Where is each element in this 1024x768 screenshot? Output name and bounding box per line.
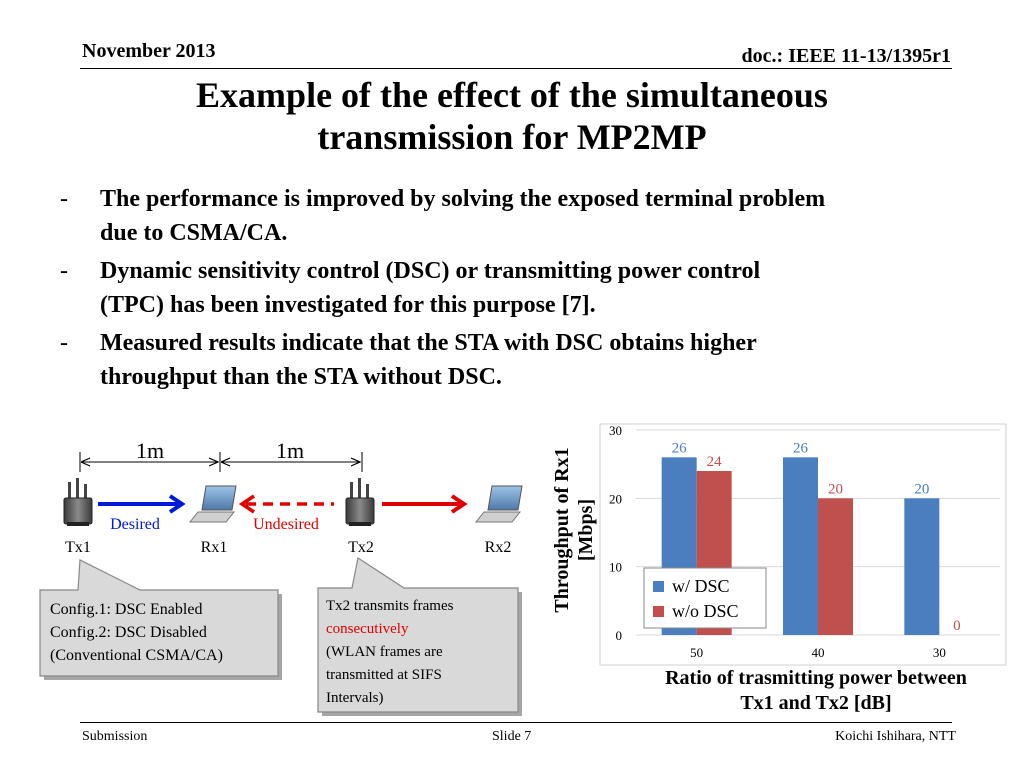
legend-swatch-wo-dsc bbox=[653, 606, 664, 617]
x-tick-label: 50 bbox=[690, 645, 703, 660]
node-label-rx2: Rx2 bbox=[485, 539, 512, 556]
x-tick-label: 30 bbox=[933, 645, 946, 660]
y-tick-label: 20 bbox=[609, 491, 622, 506]
footer-slide-number: Slide 7 bbox=[492, 729, 532, 744]
y-tick-label: 10 bbox=[609, 560, 622, 575]
throughput-bar-chart: 0 10 20 30 26 24 50 26 20 40 20 0 30 Throughput of R… bbox=[551, 423, 1007, 714]
title-line-2: transmission for MP2MP bbox=[317, 117, 707, 157]
y-axis-label-line-2: [Mbps] bbox=[575, 499, 597, 561]
callout-1-line: Config.1: DSC Enabled bbox=[50, 601, 203, 618]
data-label: 24 bbox=[707, 454, 723, 470]
slide-title: Example of the effect of the simultaneou… bbox=[60, 74, 964, 158]
footer-submission: Submission bbox=[82, 729, 148, 744]
bullet-text: The performance is improved by solving t… bbox=[100, 186, 826, 212]
tx2-rx2-link-arrow bbox=[382, 494, 468, 514]
node-label-rx1: Rx1 bbox=[201, 539, 228, 556]
undesired-link-arrow bbox=[238, 494, 334, 514]
bullet-item: - Dynamic sensitivity control (DSC) or t… bbox=[60, 254, 980, 322]
x-axis-label-line-2: Tx1 and Tx2 [dB] bbox=[740, 692, 891, 714]
bar-w-dsc bbox=[904, 498, 940, 635]
title-line-1: Example of the effect of the simultaneou… bbox=[196, 75, 828, 115]
callout-2-line: (WLAN frames are bbox=[326, 644, 443, 660]
bullet-marker: - bbox=[60, 258, 68, 284]
bullet-text: due to CSMA/CA. bbox=[100, 220, 288, 246]
node-label-tx1: Tx1 bbox=[65, 539, 91, 556]
rx2-laptop-icon bbox=[474, 485, 523, 523]
bullet-text: Dynamic sensitivity control (DSC) or tra… bbox=[100, 258, 761, 284]
distance-label-1: 1m bbox=[136, 438, 164, 463]
footer-author: Koichi Ishihara, NTT bbox=[835, 729, 956, 744]
callout-box-2 bbox=[317, 557, 522, 716]
bar-w-dsc bbox=[783, 457, 818, 635]
legend-label-wo-dsc: w/o DSC bbox=[672, 601, 739, 621]
legend-label-w-dsc: w/ DSC bbox=[672, 576, 730, 596]
distance-marker-2 bbox=[222, 452, 363, 472]
data-label: 26 bbox=[793, 440, 809, 456]
y-tick-label: 0 bbox=[616, 628, 623, 643]
callout-1-line: (Conventional CSMA/CA) bbox=[50, 647, 223, 664]
data-label: 20 bbox=[914, 481, 929, 497]
data-label: 26 bbox=[672, 440, 688, 456]
distance-label-2: 1m bbox=[276, 438, 304, 463]
callout-1-text: Config.1: DSC Enabled Config.2: DSC Disa… bbox=[50, 598, 223, 667]
y-axis-label-line-1: Throughput of Rx1 bbox=[551, 447, 573, 612]
bullet-list: - The performance is improved by solving… bbox=[60, 182, 980, 398]
callout-1-line: Config.2: DSC Disabled bbox=[50, 624, 207, 641]
x-tick-label: 40 bbox=[812, 645, 825, 660]
plot-area bbox=[599, 423, 1007, 666]
desired-link-arrow bbox=[98, 494, 186, 514]
data-label: 0 bbox=[953, 618, 961, 634]
callout-2-highlight: consecutively bbox=[326, 621, 409, 637]
bullet-text: (TPC) has been investigated for this pur… bbox=[100, 292, 596, 318]
bullet-text: throughput than the STA without DSC. bbox=[100, 364, 502, 390]
chart-legend: w/ DSC w/o DSC bbox=[643, 567, 767, 629]
legend-swatch-w-dsc bbox=[653, 581, 664, 592]
x-axis-label-line-1: Ratio of trasmitting power between bbox=[665, 667, 967, 689]
callout-2-line: Tx2 transmits frames bbox=[326, 598, 454, 614]
callout-2-text: Tx2 transmits frames consecutively (WLAN… bbox=[326, 595, 453, 710]
callout-box-1 bbox=[39, 559, 282, 680]
footer-divider bbox=[80, 722, 952, 723]
desired-label: Desired bbox=[110, 516, 160, 533]
callout-2-line: Intervals) bbox=[326, 690, 384, 706]
rx1-laptop-icon bbox=[188, 485, 237, 523]
header-divider bbox=[80, 68, 952, 69]
bullet-marker: - bbox=[60, 330, 68, 356]
undesired-label: Undesired bbox=[253, 516, 319, 533]
header-date: November 2013 bbox=[82, 40, 216, 62]
callout-2-line: transmitted at SIFS bbox=[326, 667, 442, 683]
distance-marker-1 bbox=[79, 452, 221, 472]
network-diagram: 1m 1m Desired Undesired bbox=[39, 438, 523, 716]
data-label: 20 bbox=[828, 481, 843, 497]
bar-wo-dsc bbox=[818, 498, 853, 635]
tx1-access-point-icon bbox=[63, 478, 93, 526]
tx2-access-point-icon bbox=[345, 478, 375, 526]
header-doc-id: doc.: IEEE 11-13/1395r1 bbox=[741, 45, 951, 67]
y-tick-label: 30 bbox=[609, 423, 622, 438]
bullet-marker: - bbox=[60, 186, 68, 212]
node-label-tx2: Tx2 bbox=[348, 539, 374, 556]
bullet-item: - The performance is improved by solving… bbox=[60, 182, 980, 250]
bullet-item: - Measured results indicate that the STA… bbox=[60, 326, 980, 394]
bullet-text: Measured results indicate that the STA w… bbox=[100, 330, 757, 356]
